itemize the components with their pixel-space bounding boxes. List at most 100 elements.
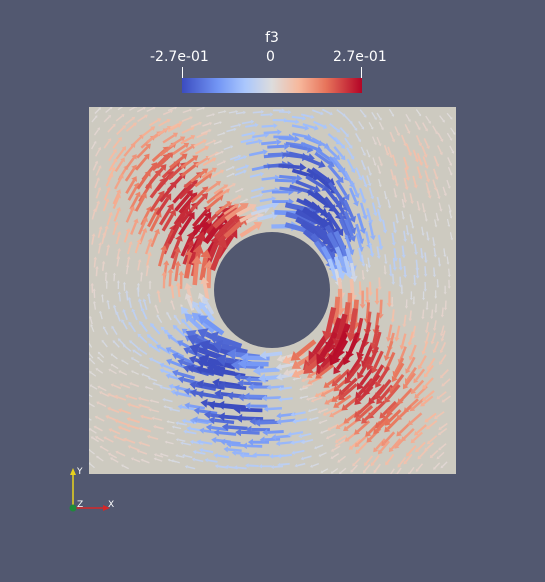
vector-glyph bbox=[410, 344, 417, 358]
vector-glyph-head bbox=[318, 454, 322, 457]
vector-glyph-head bbox=[364, 462, 368, 466]
vector-glyph bbox=[320, 408, 329, 413]
vector-glyph-head bbox=[207, 400, 215, 410]
vector-glyph bbox=[337, 434, 347, 442]
vector-glyph-head bbox=[132, 349, 136, 353]
vector-glyph bbox=[97, 228, 102, 238]
vector-glyph-head bbox=[90, 324, 93, 327]
vector-glyph-head bbox=[110, 457, 113, 461]
vector-glyph bbox=[280, 462, 290, 466]
vector-glyph bbox=[426, 412, 437, 421]
vector-glyph-head bbox=[446, 262, 450, 265]
vector-glyph-head bbox=[108, 115, 112, 118]
vector-glyph-head bbox=[220, 169, 225, 174]
colorbar-max-label: 2.7e-01 bbox=[333, 49, 387, 65]
vector-glyph-head bbox=[443, 254, 447, 258]
vector-glyph bbox=[145, 267, 149, 277]
vector-glyph bbox=[97, 456, 104, 462]
vector-glyph bbox=[224, 440, 241, 445]
vector-glyph-head bbox=[409, 297, 413, 301]
vector-glyph bbox=[425, 332, 430, 342]
vector-glyph-head bbox=[142, 107, 146, 110]
vector-glyph bbox=[94, 179, 99, 189]
vector-glyph bbox=[125, 123, 135, 132]
vector-glyph-head bbox=[183, 429, 187, 434]
vector-glyph-head bbox=[223, 184, 229, 190]
vector-glyph-head bbox=[395, 473, 397, 474]
vector-glyph-head bbox=[449, 117, 453, 120]
vector-glyph-head bbox=[99, 310, 102, 314]
vector-glyph bbox=[127, 395, 138, 401]
vector-glyph bbox=[401, 210, 405, 218]
vector-glyph-head bbox=[421, 316, 425, 320]
vector-glyph-head bbox=[233, 465, 238, 470]
vector-glyph bbox=[101, 392, 110, 397]
vector-glyph bbox=[403, 177, 408, 188]
vector-glyph-head bbox=[441, 383, 445, 387]
vector-glyph bbox=[158, 249, 166, 267]
vector-glyph bbox=[416, 267, 419, 276]
vector-glyph bbox=[376, 112, 381, 119]
vector-glyph bbox=[421, 203, 425, 211]
vector-glyph bbox=[115, 115, 123, 122]
vector-glyph bbox=[423, 137, 429, 147]
vector-glyph-head bbox=[232, 183, 236, 187]
vector-glyph bbox=[300, 141, 319, 151]
vector-glyph-head bbox=[434, 296, 438, 299]
vector-glyph bbox=[161, 386, 172, 391]
vector-glyph bbox=[301, 432, 312, 437]
x-axis-label: X bbox=[108, 500, 114, 510]
vector-glyph-head bbox=[112, 340, 116, 344]
vector-glyph-head bbox=[389, 386, 396, 394]
vector-glyph bbox=[409, 193, 413, 202]
vector-glyph-head bbox=[193, 407, 200, 415]
vector-glyph-head bbox=[97, 351, 101, 355]
vector-glyph-head bbox=[342, 113, 346, 117]
vector-glyph-head bbox=[313, 185, 321, 193]
vector-glyph-head bbox=[394, 183, 399, 187]
vector-glyph-head bbox=[447, 186, 451, 189]
vector-glyph-head bbox=[98, 226, 103, 230]
vector-glyph-head bbox=[237, 154, 242, 159]
vector-glyph bbox=[405, 225, 409, 234]
vector-glyph-head bbox=[184, 402, 190, 409]
vector-glyph-head bbox=[314, 446, 317, 450]
vector-glyph bbox=[108, 151, 116, 162]
vector-glyph-head bbox=[365, 430, 372, 437]
vector-glyph bbox=[368, 122, 373, 128]
vector-glyph bbox=[148, 295, 151, 304]
vector-glyph-head bbox=[270, 112, 274, 117]
vector-glyph bbox=[106, 214, 112, 226]
vector-glyph-head bbox=[97, 356, 100, 360]
vector-glyph-head bbox=[276, 139, 282, 146]
vector-glyph-head bbox=[189, 343, 201, 356]
vector-glyph bbox=[363, 342, 375, 363]
vector-glyph-head bbox=[398, 267, 403, 271]
vector-glyph-head bbox=[149, 399, 153, 403]
vector-glyph-head bbox=[173, 390, 179, 397]
vector-glyph-head bbox=[153, 457, 157, 461]
vector-glyph bbox=[167, 165, 184, 181]
vector-glyph-head bbox=[447, 224, 451, 227]
vector-glyph bbox=[368, 346, 380, 366]
vector-glyph-head bbox=[198, 353, 210, 367]
vector-glyph bbox=[122, 321, 128, 330]
vector-glyph-head bbox=[354, 429, 360, 435]
vector-glyph bbox=[131, 383, 140, 388]
vector-glyph bbox=[158, 120, 169, 127]
vector-glyph bbox=[166, 175, 183, 192]
vector-glyph bbox=[373, 350, 384, 369]
vector-glyph-head bbox=[363, 388, 371, 396]
vector-glyph bbox=[178, 439, 186, 442]
vector-glyph bbox=[369, 242, 373, 254]
vector-glyph bbox=[113, 341, 120, 348]
vector-glyph bbox=[248, 464, 259, 468]
vector-glyph-head bbox=[104, 271, 108, 275]
vector-glyph bbox=[223, 219, 245, 239]
vector-glyph bbox=[341, 377, 358, 394]
vector-glyph-head bbox=[257, 213, 264, 221]
vector-glyph-head bbox=[169, 209, 176, 217]
vector-glyph-head bbox=[261, 395, 267, 402]
vector-glyph-head bbox=[449, 163, 453, 166]
